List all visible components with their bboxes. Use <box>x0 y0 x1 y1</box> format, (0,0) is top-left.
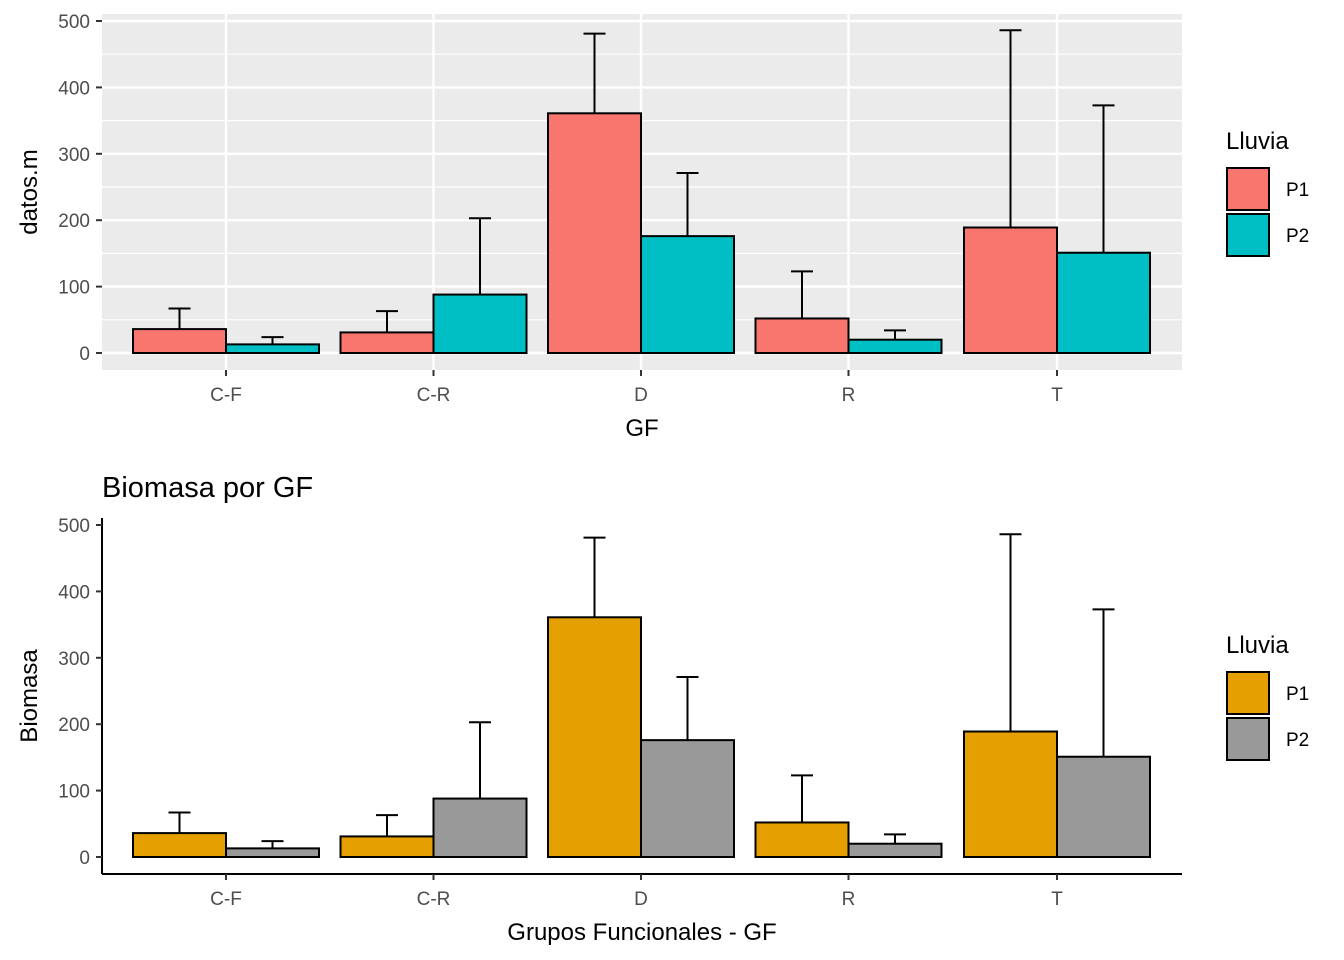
chart-biomasa: 0 100 200 300 400 500 C-F C-R D R T Grupos Funciona… <box>16 472 1309 946</box>
x-tick-label: D <box>634 889 648 910</box>
legend: Lluvia P1 P2 <box>1226 128 1309 257</box>
legend-label-P2: P2 <box>1286 730 1309 751</box>
bar-R-P1 <box>754 317 850 354</box>
y-tick-label: 400 <box>58 582 90 603</box>
legend-title: Lluvia <box>1226 128 1289 155</box>
y-tick-label: 0 <box>79 848 90 869</box>
bar-R-P1 <box>754 821 850 858</box>
bar-C-F-P2 <box>225 847 320 858</box>
legend-title: Lluvia <box>1226 632 1289 659</box>
legend-key-P2 <box>1226 213 1270 257</box>
x-tick-label: C-R <box>417 889 451 910</box>
legend: Lluvia P1 P2 <box>1226 632 1309 761</box>
bar-T-P2 <box>1056 251 1151 354</box>
y-tick-label: 500 <box>58 12 90 33</box>
x-tick-label: D <box>634 385 648 406</box>
bar-T-P1 <box>963 226 1058 354</box>
y-tick-label: 200 <box>58 211 90 232</box>
bar-C-R-P1 <box>339 835 435 859</box>
y-tick-label: 0 <box>79 344 90 365</box>
bar-C-F-P1 <box>132 832 227 859</box>
bar-C-R-P2 <box>432 293 528 354</box>
x-tick-label: R <box>842 889 856 910</box>
bar-D-P1 <box>547 616 642 859</box>
legend-key-P1 <box>1226 167 1270 211</box>
x-tick-label: T <box>1051 889 1063 910</box>
y-tick-label: 200 <box>58 715 90 736</box>
bar-R-P2 <box>847 842 943 858</box>
x-tick-label: T <box>1051 385 1063 406</box>
y-tick-label: 300 <box>58 145 90 166</box>
x-tick-label: R <box>842 385 856 406</box>
x-tick-label: C-F <box>210 385 242 406</box>
bar-C-R-P1 <box>339 331 435 354</box>
bar-T-P1 <box>963 730 1058 859</box>
x-axis-title: GF <box>625 415 658 442</box>
bar-D-P2 <box>640 739 735 858</box>
x-tick-label: C-F <box>210 889 242 910</box>
y-axis-title: datos.m <box>16 149 43 234</box>
y-tick-label: 100 <box>58 782 90 803</box>
bar-D-P2 <box>640 235 735 354</box>
y-tick-label: 300 <box>58 649 90 670</box>
legend-label-P1: P1 <box>1286 684 1309 705</box>
y-axis-title: Biomasa <box>16 649 43 743</box>
bar-T-P2 <box>1056 755 1151 859</box>
y-tick-label: 500 <box>58 516 90 537</box>
bar-C-F-P1 <box>132 328 227 355</box>
plot-title: Biomasa por GF <box>102 472 313 504</box>
x-tick-label: C-R <box>417 385 451 406</box>
bar-R-P2 <box>847 338 943 355</box>
legend-label-P1: P1 <box>1286 180 1309 201</box>
legend-key-P2 <box>1226 717 1270 761</box>
bar-C-R-P2 <box>432 797 528 858</box>
y-tick-label: 100 <box>58 278 90 299</box>
chart-datos-m: 0 100 200 300 400 500 C-F C-R D R T GF datos.m Lluvia… <box>16 12 1309 442</box>
legend-label-P2: P2 <box>1286 226 1309 247</box>
y-tick-label: 400 <box>58 78 90 99</box>
legend-key-P1 <box>1226 671 1270 715</box>
bar-C-F-P2 <box>225 343 320 355</box>
x-axis-title: Grupos Funcionales - GF <box>507 919 776 946</box>
bar-D-P1 <box>547 112 642 354</box>
